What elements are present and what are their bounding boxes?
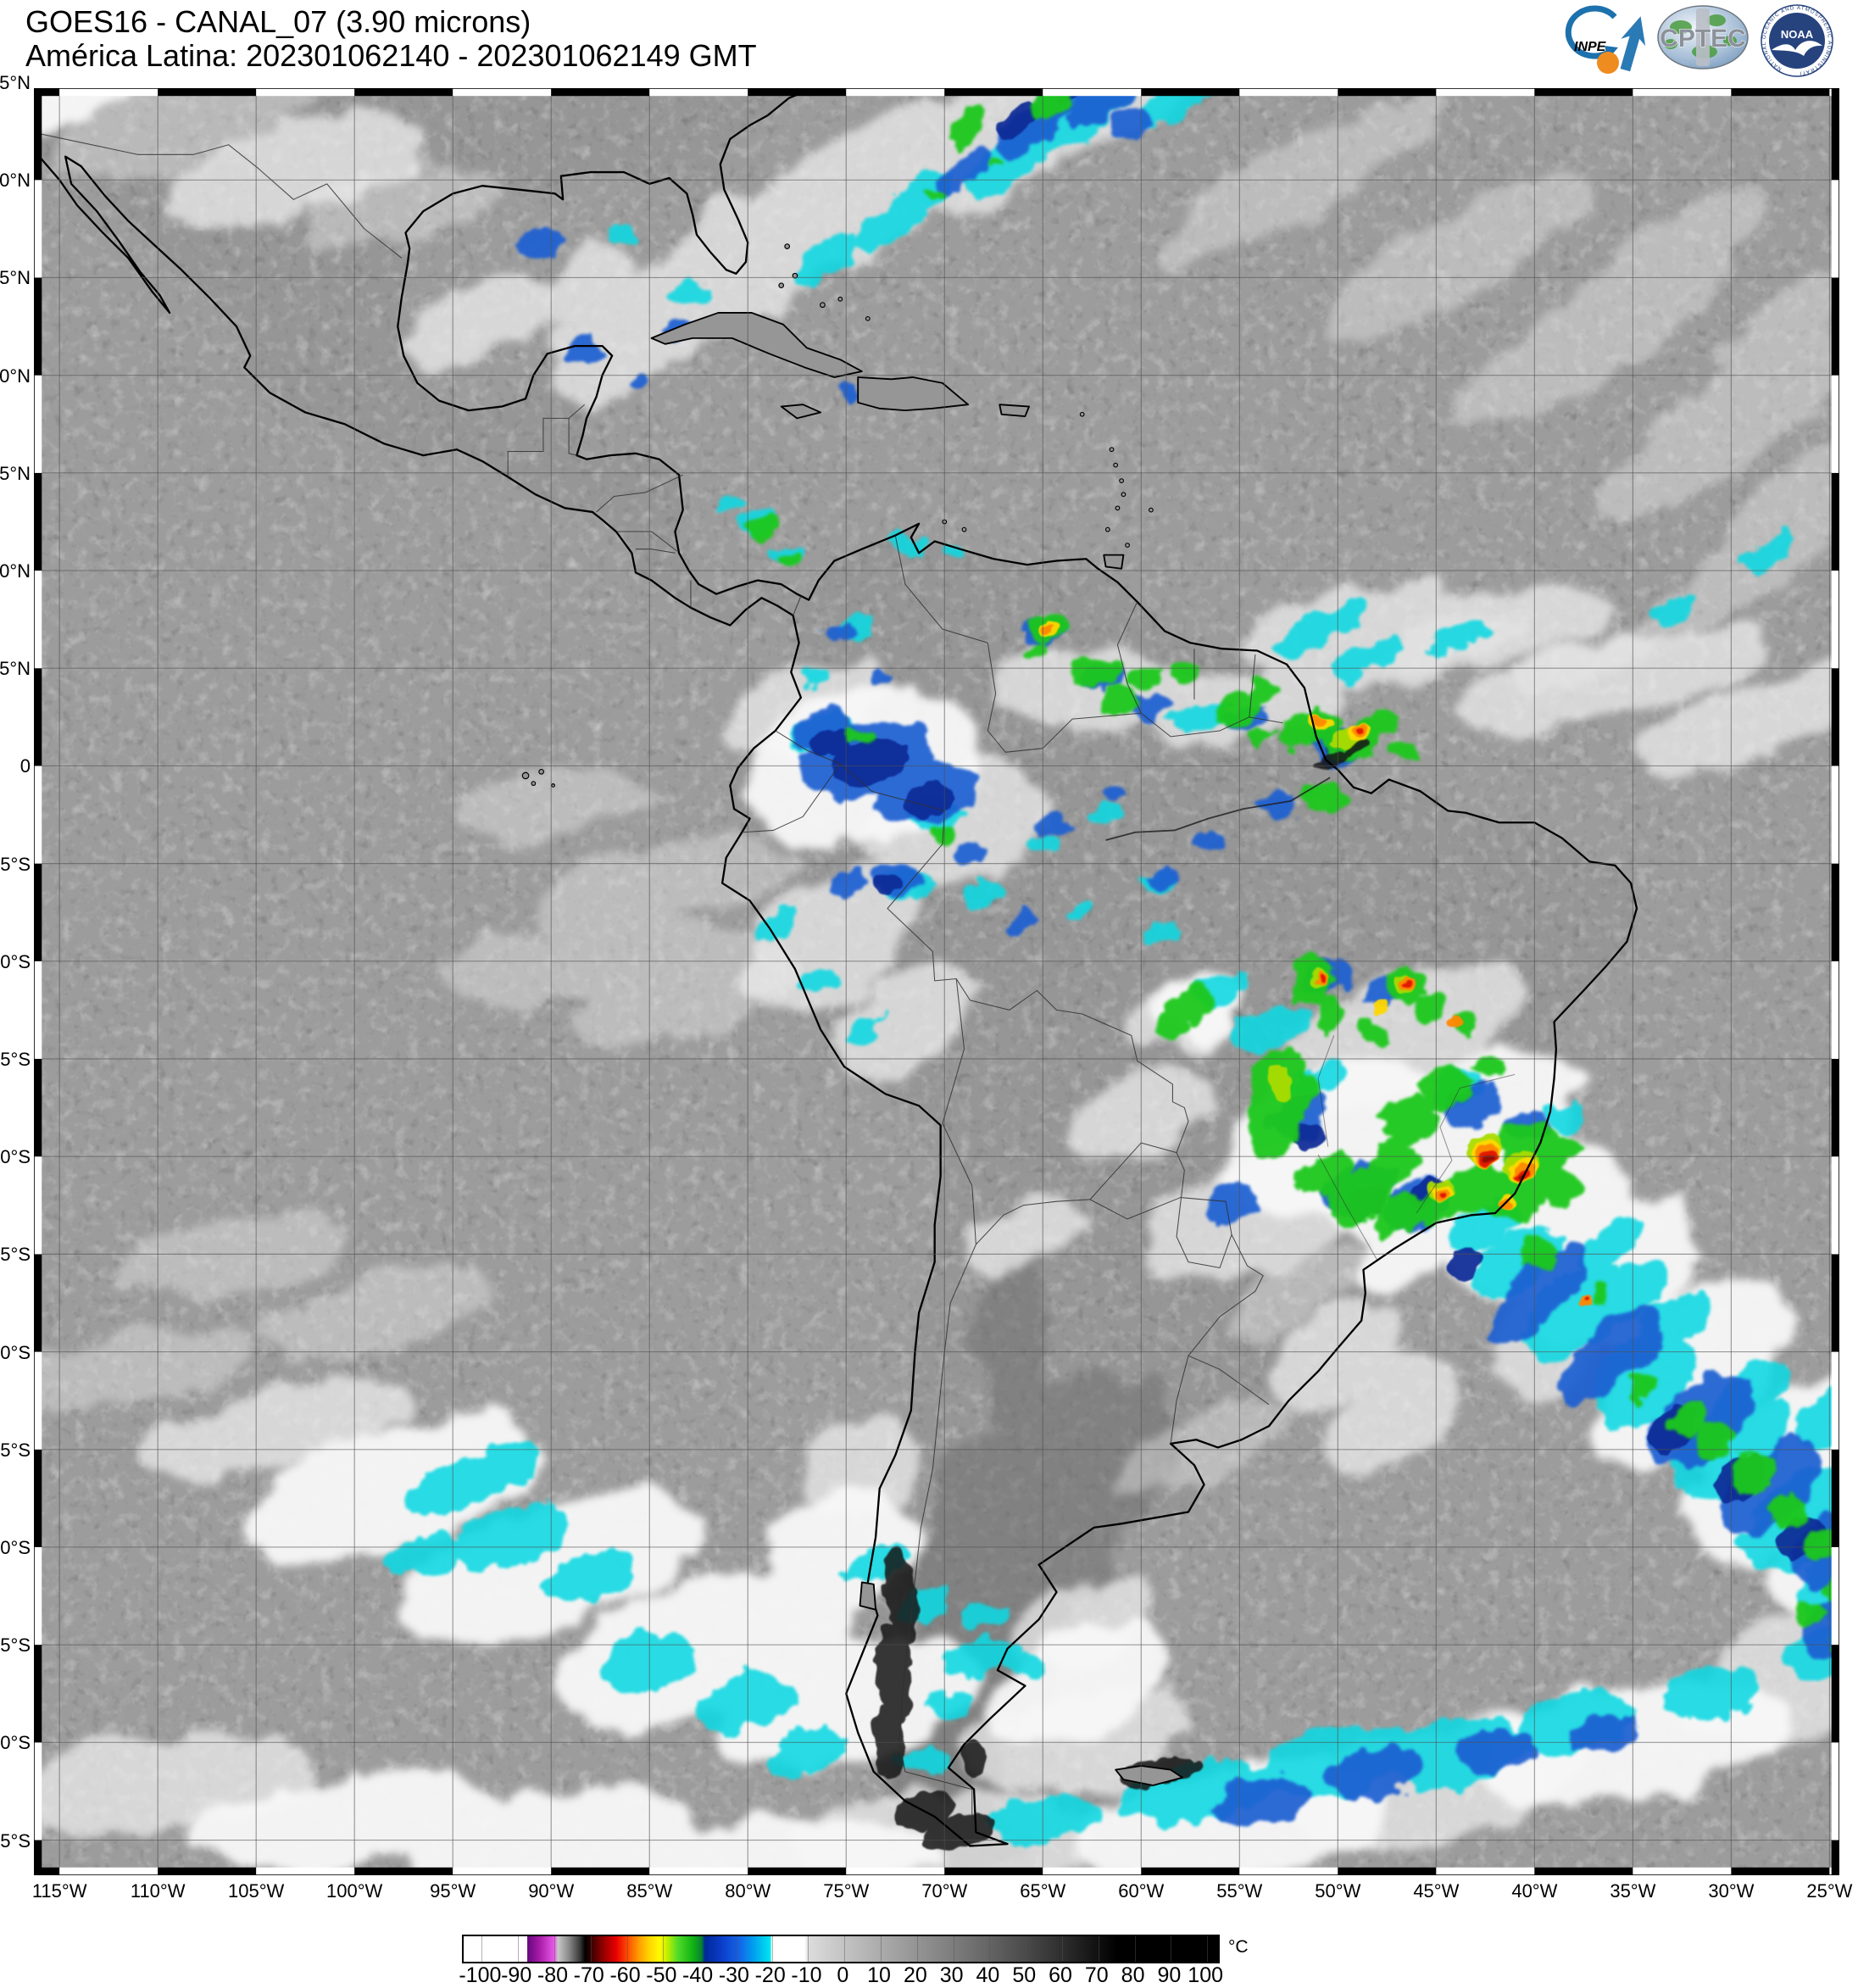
- inpe-swoosh-icon: [1565, 5, 1617, 59]
- noaa-seagull-icon: [1772, 41, 1822, 56]
- country-borders: [34, 131, 1516, 1839]
- amazon-river: [1105, 777, 1331, 841]
- lon-tick-label: 110°W: [130, 1880, 186, 1902]
- colorbar-tick-mark: [881, 1936, 882, 1962]
- lat-tick-label: 5°S: [0, 853, 31, 875]
- lon-tick-label: 25°W: [1806, 1880, 1853, 1902]
- lon-tick-label: 115°W: [31, 1880, 87, 1902]
- lon-tick-label: 75°W: [823, 1880, 870, 1902]
- lat-tick-label: 5°N: [0, 658, 31, 680]
- colorbar-tick-mark: [1062, 1936, 1063, 1962]
- lon-tick-label: 70°W: [921, 1880, 968, 1902]
- map-container: [34, 88, 1839, 1875]
- inpe-orange-dot-icon: [1597, 52, 1619, 74]
- satellite-map: [34, 88, 1839, 1875]
- lon-tick-label: 65°W: [1020, 1880, 1066, 1902]
- lat-tick-label: 15°S: [0, 1049, 31, 1070]
- lat-tick-label: 25°S: [0, 1244, 31, 1266]
- lon-tick-label: 90°W: [528, 1880, 575, 1902]
- lat-tick-label: 30°N: [0, 170, 31, 192]
- colorbar-tick-mark: [1134, 1936, 1136, 1962]
- temperature-colorbar: [462, 1935, 1220, 1963]
- noaa-logo-text: NOAA: [1781, 28, 1814, 41]
- colorbar-tick-mark: [735, 1936, 737, 1962]
- lon-tick-label: 55°W: [1216, 1880, 1263, 1902]
- colorbar-tick-mark: [808, 1936, 809, 1962]
- lat-tick-label: 40°S: [0, 1536, 31, 1558]
- inpe-arrow-icon: [1620, 16, 1646, 72]
- graticule-grid: [34, 88, 1839, 1875]
- lat-tick-label: 10°N: [0, 560, 31, 582]
- lat-tick-label: 20°N: [0, 365, 31, 387]
- cptec-logo: CPTEC: [1657, 5, 1749, 70]
- lat-tick-label: 25°N: [0, 267, 31, 289]
- lat-tick-label: 35°N: [0, 72, 31, 94]
- lon-tick-label: 35°W: [1610, 1880, 1656, 1902]
- lon-tick-label: 85°W: [626, 1880, 673, 1902]
- colorbar-tick-mark: [699, 1936, 701, 1962]
- lat-tick-label: 30°S: [0, 1341, 31, 1363]
- cptec-tower-icon: [1696, 8, 1710, 66]
- colorbar-tick-mark: [771, 1936, 773, 1962]
- cptec-logo-text: CPTEC: [1660, 25, 1746, 53]
- noaa-emblem-icon: [1769, 13, 1825, 69]
- inpe-logo-text: INPE: [1574, 40, 1607, 54]
- lon-tick-label: 95°W: [430, 1880, 476, 1902]
- lon-tick-label: 60°W: [1118, 1880, 1165, 1902]
- lon-tick-label: 105°W: [228, 1880, 285, 1902]
- cloud-layers: [34, 88, 1839, 1875]
- lat-tick-label: 15°N: [0, 462, 31, 484]
- colorbar-unit-label: °C: [1228, 1937, 1249, 1957]
- page-subtitle: América Latina: 202301062140 - 202301062…: [25, 38, 757, 73]
- lon-tick-label: 30°W: [1708, 1880, 1755, 1902]
- lon-tick-label: 100°W: [326, 1880, 383, 1902]
- colorbar-tick-label: 100: [1188, 1963, 1224, 1987]
- colorbar-tick-mark: [590, 1936, 592, 1962]
- colorbar-tick-mark: [844, 1936, 846, 1962]
- lon-tick-label: 80°W: [725, 1880, 771, 1902]
- lat-tick-label: 20°S: [0, 1146, 31, 1168]
- noaa-logo: NATIONAL OCEANIC AND ATMOSPHERIC ADMINIS…: [1755, 3, 1833, 77]
- inpe-logo: INPE: [1565, 5, 1646, 74]
- colorbar-tick-mark: [518, 1936, 520, 1962]
- colorbar-tick-mark: [989, 1936, 991, 1962]
- coastlines: [34, 88, 1638, 1847]
- lat-tick-label: 35°S: [0, 1439, 31, 1461]
- colorbar-tick-mark: [554, 1936, 555, 1962]
- colorbar-tick-mark: [663, 1936, 665, 1962]
- lon-tick-label: 40°W: [1511, 1880, 1558, 1902]
- cloud-layer-darkred: [1485, 1154, 1524, 1178]
- lat-tick-label: 10°S: [0, 950, 31, 972]
- colorbar-tick-mark: [481, 1936, 483, 1962]
- colorbar-tick-mark: [1207, 1936, 1209, 1962]
- lat-tick-label: 55°S: [0, 1829, 31, 1852]
- map-frame: [34, 88, 1839, 1875]
- lat-tick-label: 50°S: [0, 1732, 31, 1754]
- page-title: GOES16 - CANAL_07 (3.90 microns): [25, 4, 531, 39]
- colorbar-tick-mark: [626, 1936, 628, 1962]
- lat-tick-label: 0: [19, 755, 31, 777]
- lat-tick-label: 45°S: [0, 1634, 31, 1657]
- lon-tick-label: 50°W: [1315, 1880, 1361, 1902]
- colorbar-tick-mark: [916, 1936, 918, 1962]
- lon-tick-label: 45°W: [1413, 1880, 1460, 1902]
